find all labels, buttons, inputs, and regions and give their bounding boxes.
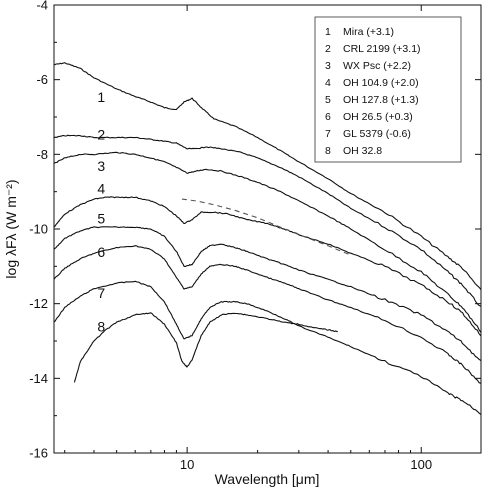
series-layer: [53, 62, 482, 415]
series-line-4: [53, 196, 482, 337]
y-tick-label: -6: [36, 72, 48, 87]
legend-number: 2: [325, 43, 331, 55]
y-tick-label: -4: [36, 0, 48, 13]
y-axis-title: log λFλ (W m⁻²): [3, 179, 19, 278]
curve-label-1: 1: [97, 89, 105, 105]
series-line-6: [53, 245, 482, 384]
legend-number: 7: [325, 128, 331, 140]
legend-label: GL 5379 (-0.6): [343, 128, 411, 140]
y-tick-label: -8: [36, 147, 48, 162]
legend-label: Mira (+3.1): [343, 26, 394, 38]
legend-number: 1: [325, 26, 331, 38]
legend: 1 Mira (+3.1) 2 CRL 2199 (+3.1) 3 WX Psc (+2.…: [314, 16, 462, 163]
curve-labels: 1 2 3 4 5 6 7 8: [97, 89, 105, 335]
curve-label-6: 6: [97, 244, 105, 260]
legend-label: OH 127.8 (+1.3): [343, 94, 419, 106]
dashed-reference-line: [181, 198, 352, 256]
legend-label: OH 32.8: [343, 145, 382, 157]
legend-number: 8: [325, 145, 331, 157]
x-tick-label: 100: [410, 457, 432, 472]
y-tick-label: -16: [29, 446, 48, 461]
legend-label: OH 26.5 (+0.3): [343, 111, 413, 123]
y-tick-label: -12: [29, 296, 48, 311]
legend-number: 5: [325, 94, 331, 106]
axis-ticks: -16 -14 -12 -10 -8 -6 -4 10 100: [29, 0, 481, 472]
series-line-7: [53, 280, 482, 415]
curve-label-8: 8: [97, 319, 105, 335]
series-line-5: [53, 226, 482, 362]
legend-box: [314, 16, 462, 163]
curve-label-5: 5: [97, 210, 105, 226]
curve-label-7: 7: [97, 285, 105, 301]
legend-number: 3: [325, 60, 331, 72]
x-tick-label: 10: [180, 457, 194, 472]
legend-label: WX Psc (+2.2): [343, 60, 411, 72]
legend-number: 4: [325, 77, 331, 89]
legend-number: 6: [325, 111, 331, 123]
curve-label-3: 3: [97, 158, 105, 174]
legend-label: CRL 2199 (+3.1): [343, 43, 421, 55]
y-tick-label: -14: [29, 371, 48, 386]
curve-label-4: 4: [97, 181, 105, 197]
x-axis-title: Wavelength [μm]: [215, 471, 320, 487]
series-line-2: [53, 134, 482, 307]
legend-label: OH 104.9 (+2.0): [343, 77, 419, 89]
series-line-3: [53, 151, 482, 333]
series-line-1: [53, 62, 482, 290]
y-tick-label: -10: [29, 222, 48, 237]
curve-label-2: 2: [97, 126, 105, 142]
legend-entries: 1 Mira (+3.1) 2 CRL 2199 (+3.1) 3 WX Psc (+2.…: [325, 26, 421, 157]
series-line-8: [73, 312, 338, 383]
